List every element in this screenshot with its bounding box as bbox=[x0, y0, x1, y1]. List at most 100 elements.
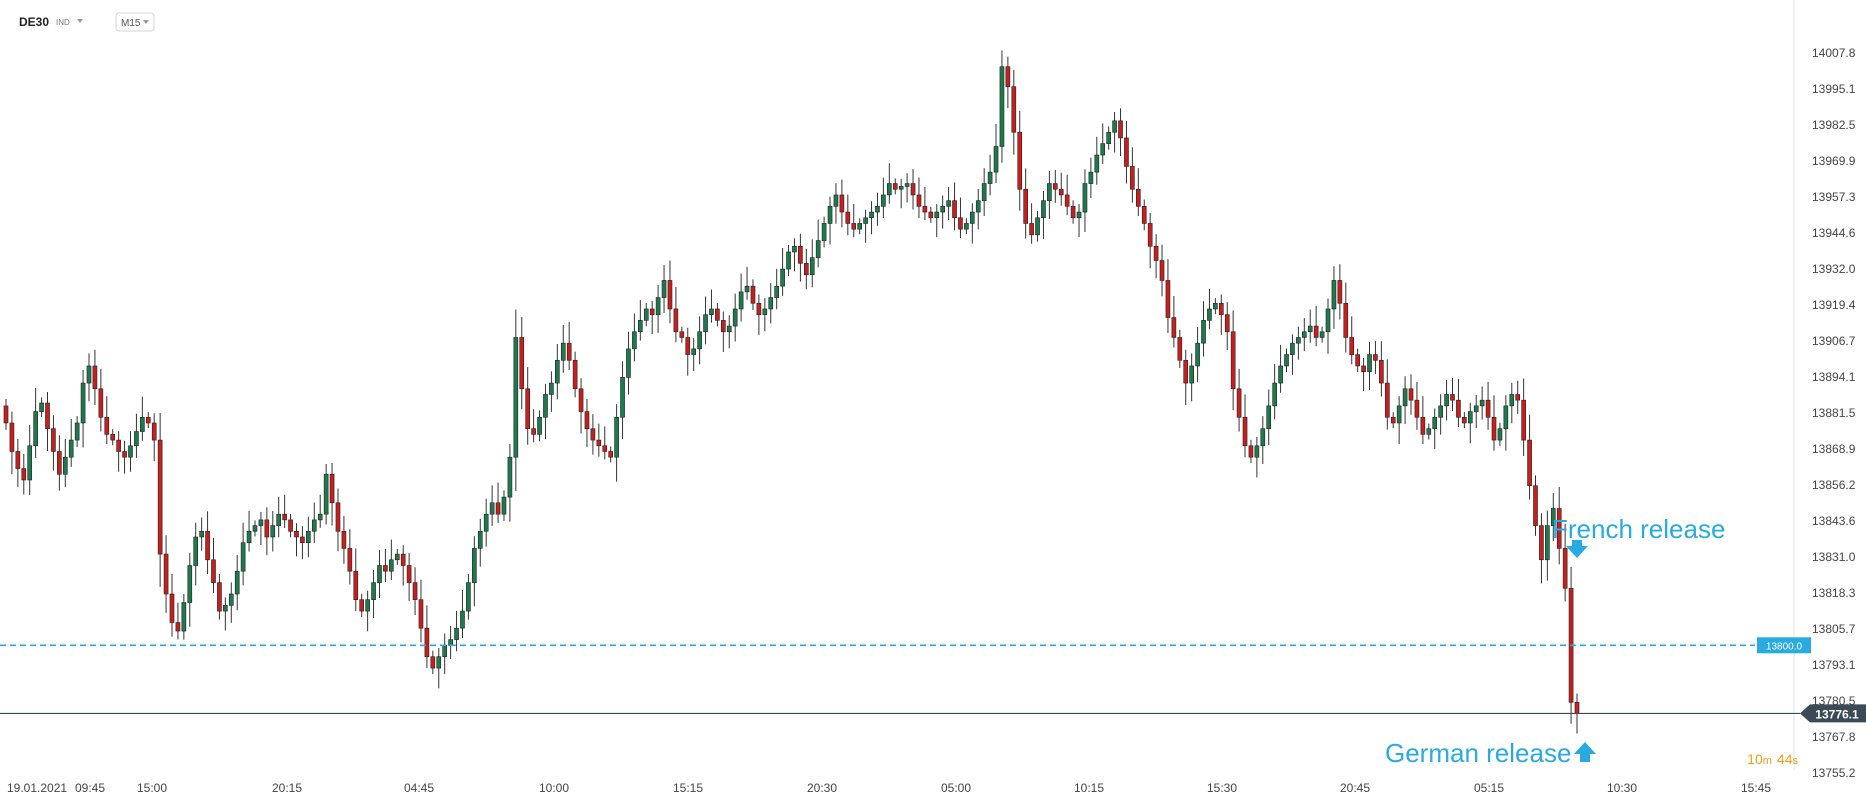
candle-body-up bbox=[975, 200, 981, 213]
candle-body-down bbox=[1248, 445, 1254, 458]
x-tick-label: 10:30 bbox=[1607, 781, 1637, 795]
candle-body-down bbox=[430, 656, 436, 669]
candle-body-up bbox=[560, 342, 566, 361]
candle-body-up bbox=[454, 627, 459, 640]
price-levels[interactable]: 13800.0 13776.1 bbox=[0, 637, 1866, 723]
y-tick-label: 13793.1 bbox=[1812, 658, 1856, 672]
candle-body-down bbox=[1337, 280, 1343, 304]
y-tick-label: 13868.9 bbox=[1812, 442, 1856, 456]
candle-body-up bbox=[1041, 200, 1046, 219]
candle-body-down bbox=[715, 308, 720, 321]
candle-body-up bbox=[1438, 405, 1443, 418]
candle-body-up bbox=[1201, 320, 1206, 344]
candle-body-down bbox=[804, 263, 809, 276]
candle-body-down bbox=[1533, 485, 1538, 526]
candle-body-up bbox=[537, 416, 542, 435]
x-tick-label: 15:30 bbox=[1207, 781, 1237, 795]
candle-body-down bbox=[1450, 394, 1455, 401]
countdown-minutes: 10 bbox=[1747, 751, 1763, 767]
candle-body-up bbox=[709, 308, 714, 315]
candle-body-up bbox=[472, 548, 477, 583]
symbol-dropdown-icon[interactable] bbox=[77, 19, 83, 23]
candle-body-down bbox=[341, 530, 347, 549]
candle-body-down bbox=[175, 622, 181, 632]
candle-body-down bbox=[1023, 188, 1028, 224]
candle-body-down bbox=[264, 519, 270, 538]
candle-body-up bbox=[898, 186, 904, 190]
candle-body-down bbox=[1355, 354, 1360, 367]
candle-body-up bbox=[614, 416, 619, 458]
candle-body-up bbox=[1426, 428, 1432, 435]
y-tick-label: 13767.8 bbox=[1812, 730, 1856, 744]
y-tick-label: 13982.5 bbox=[1812, 118, 1856, 132]
candle-body-down bbox=[952, 200, 957, 219]
countdown-minutes-unit: m bbox=[1763, 755, 1772, 767]
candle-body-up bbox=[483, 513, 489, 532]
candle-body-up bbox=[466, 582, 471, 612]
candle-body-up bbox=[140, 416, 145, 432]
candle-body-down bbox=[531, 428, 536, 435]
candle-body-up bbox=[1213, 302, 1218, 310]
candle-body-down bbox=[602, 445, 608, 452]
candle-body-down bbox=[1005, 66, 1011, 87]
candle-body-up bbox=[1301, 331, 1307, 338]
candle-body-up bbox=[869, 211, 874, 219]
candle-body-down bbox=[649, 308, 655, 315]
candle-body-up bbox=[74, 422, 80, 441]
candle-body-up bbox=[276, 513, 282, 526]
candle-body-down bbox=[163, 553, 169, 595]
german-release-annotation: German release bbox=[1385, 738, 1571, 768]
candle-body-up bbox=[1319, 331, 1325, 338]
x-tick-label: 20:30 bbox=[807, 781, 837, 795]
candle-body-down bbox=[211, 559, 216, 583]
y-tick-label: 13818.3 bbox=[1812, 586, 1856, 600]
y-tick-label: 13831.0 bbox=[1812, 550, 1856, 564]
candle-body-up bbox=[199, 530, 204, 538]
y-tick-label: 13894.1 bbox=[1812, 370, 1856, 384]
x-tick-label: 15:15 bbox=[673, 781, 703, 795]
x-tick-label: 15:45 bbox=[1741, 781, 1771, 795]
y-tick-label: 13755.2 bbox=[1812, 766, 1856, 780]
candle-body-up bbox=[543, 394, 548, 418]
y-tick-label: 14007.8 bbox=[1812, 46, 1856, 60]
candle-body-up bbox=[228, 593, 234, 606]
candle-body-down bbox=[1058, 188, 1064, 196]
candle-body-down bbox=[1361, 365, 1366, 372]
candle-body-up bbox=[317, 513, 323, 521]
candle-body-down bbox=[1153, 245, 1159, 261]
candle-body-up bbox=[1444, 394, 1449, 407]
candle-body-up bbox=[762, 308, 768, 315]
current-price-label: 13776.1 bbox=[1815, 707, 1859, 721]
y-tick-label: 13944.6 bbox=[1812, 226, 1856, 240]
candle-body-up bbox=[744, 285, 750, 293]
candle-body-up bbox=[1545, 525, 1550, 561]
candle-body-up bbox=[270, 525, 276, 538]
candle-body-up bbox=[981, 183, 987, 201]
candle-body-up bbox=[875, 206, 880, 213]
candle-body-up bbox=[833, 194, 839, 207]
candle-body-up bbox=[68, 439, 74, 458]
candle-body-up bbox=[252, 525, 258, 532]
candle-body-up bbox=[306, 530, 311, 543]
timeframe-label: M15 bbox=[121, 18, 141, 29]
candle-body-down bbox=[400, 553, 406, 566]
symbol-label[interactable]: DE30 bbox=[19, 15, 49, 29]
candle-body-down bbox=[958, 217, 963, 230]
candle-body-up bbox=[738, 291, 744, 310]
candle-body-up bbox=[655, 297, 661, 315]
candle-body-down bbox=[1236, 388, 1242, 418]
candle-body-up bbox=[1035, 217, 1040, 236]
candle-body-down bbox=[294, 530, 299, 538]
candle-body-up bbox=[643, 308, 649, 321]
y-tick-label: 13932.0 bbox=[1812, 262, 1856, 276]
candle-body-down bbox=[1052, 183, 1058, 190]
y-tick-label: 13843.6 bbox=[1812, 514, 1856, 528]
candle-body-up bbox=[240, 542, 246, 572]
candle-body-down bbox=[424, 627, 430, 658]
candle-body-up bbox=[940, 206, 945, 213]
candle-body-up bbox=[507, 456, 513, 498]
candle-body-up bbox=[365, 599, 370, 612]
candle-body-down bbox=[1118, 120, 1123, 139]
timeframe-selector[interactable] bbox=[115, 12, 155, 32]
